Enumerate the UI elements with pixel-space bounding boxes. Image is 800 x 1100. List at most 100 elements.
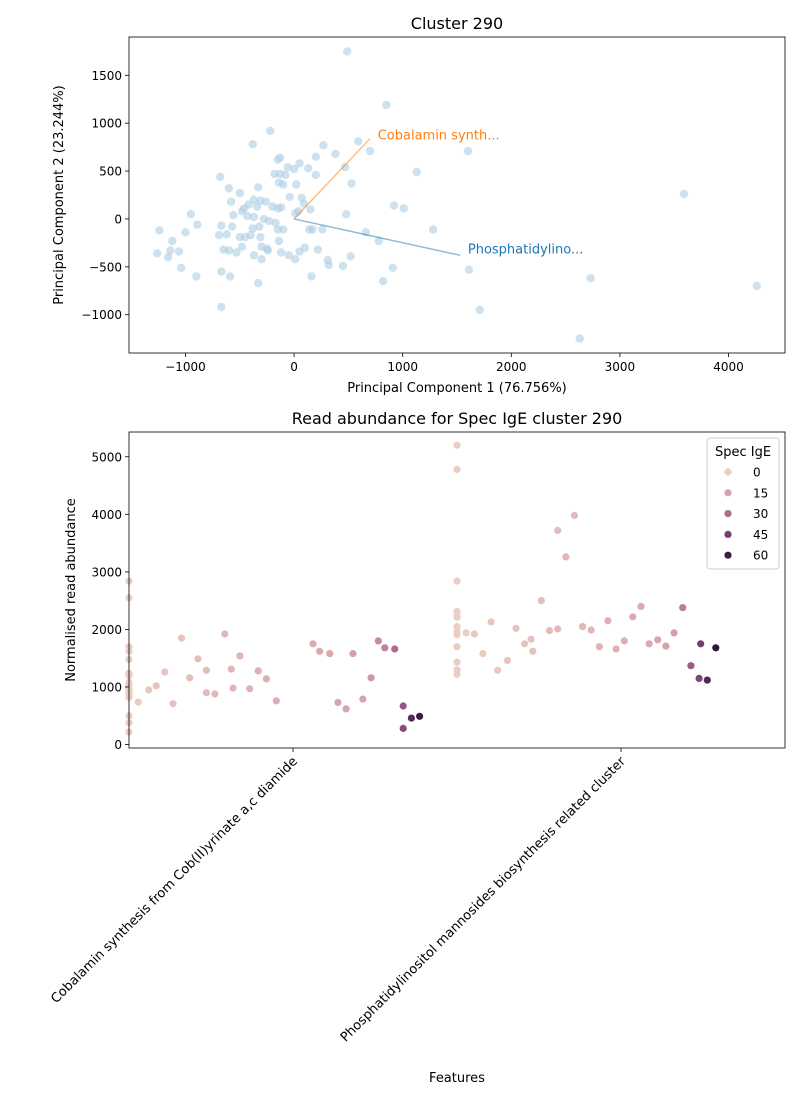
abundance-y-ticks: 0 1000 2000 3000 4000 5000 bbox=[91, 450, 129, 752]
pca-point bbox=[346, 252, 355, 261]
legend-marker bbox=[724, 489, 732, 497]
abundance-y-tick-label: 1000 bbox=[91, 680, 122, 694]
legend: Spec IgE 0 15 30 45 60 bbox=[706, 437, 780, 570]
abundance-point bbox=[554, 625, 562, 633]
pca-point bbox=[428, 225, 438, 234]
pca-point bbox=[575, 334, 584, 343]
pca-point bbox=[168, 236, 177, 246]
pca-point bbox=[291, 209, 300, 218]
abundance-point bbox=[479, 650, 487, 658]
abundance-point bbox=[453, 577, 461, 585]
pca-point bbox=[279, 225, 288, 234]
legend-items: 0 15 30 45 60 bbox=[724, 466, 768, 563]
pca-point bbox=[217, 221, 226, 230]
abundance-point bbox=[359, 695, 367, 703]
pca-point bbox=[311, 152, 320, 161]
abundance-point bbox=[367, 674, 375, 682]
abundance-y-tick-label: 4000 bbox=[91, 508, 122, 522]
pca-point bbox=[235, 232, 244, 242]
abundance-point bbox=[562, 553, 570, 561]
pca-point bbox=[181, 228, 190, 237]
abundance-point bbox=[169, 700, 177, 708]
pca-point bbox=[279, 180, 288, 189]
pca-point bbox=[274, 236, 284, 246]
pca-point bbox=[291, 255, 300, 264]
abundance-point bbox=[453, 658, 461, 666]
pca-point bbox=[176, 263, 186, 272]
pca-x-tick-label: 4000 bbox=[713, 360, 744, 374]
pca-point bbox=[192, 272, 201, 281]
pca-point bbox=[256, 232, 265, 242]
abundance-point bbox=[503, 656, 512, 665]
abundance-point bbox=[161, 668, 169, 676]
abundance-point bbox=[381, 644, 389, 652]
pca-point bbox=[163, 253, 173, 262]
pca-point bbox=[331, 149, 340, 158]
pca-point bbox=[343, 47, 352, 56]
pca-x-tick-label: −1000 bbox=[165, 360, 206, 374]
abundance-point bbox=[587, 626, 595, 634]
abundance-point bbox=[579, 623, 587, 631]
abundance-point bbox=[453, 670, 461, 678]
pca-point bbox=[389, 201, 399, 210]
pca-point bbox=[382, 100, 391, 110]
abundance-point bbox=[152, 682, 160, 690]
pca-point bbox=[752, 281, 761, 291]
legend-label: 15 bbox=[753, 486, 768, 500]
pca-point bbox=[270, 169, 279, 179]
abundance-y-axis-label: Normalised read abundance bbox=[64, 498, 79, 682]
pca-point bbox=[248, 224, 257, 233]
abundance-point bbox=[229, 684, 237, 692]
abundance-point bbox=[487, 618, 495, 626]
pca-point bbox=[306, 205, 315, 214]
pca-point bbox=[253, 202, 262, 211]
abundance-point bbox=[407, 714, 415, 722]
pca-y-ticks: −1000 −500 0 500 1000 1500 bbox=[81, 69, 129, 322]
pca-point bbox=[153, 249, 162, 258]
abundance-point bbox=[620, 637, 628, 645]
pca-y-tick-label: −500 bbox=[89, 260, 122, 274]
pca-y-tick-label: 1500 bbox=[91, 69, 122, 83]
pca-point bbox=[261, 197, 270, 206]
abundance-point bbox=[399, 702, 407, 710]
pca-point bbox=[338, 261, 348, 271]
pca-point bbox=[299, 199, 309, 208]
pca-point bbox=[276, 203, 286, 212]
abundance-point bbox=[374, 637, 382, 645]
abundance-point bbox=[462, 629, 470, 637]
pca-points bbox=[153, 47, 761, 343]
pca-point bbox=[237, 207, 247, 216]
pca-point bbox=[254, 278, 263, 288]
pca-point bbox=[292, 180, 301, 189]
pca-point bbox=[319, 141, 328, 150]
abundance-point bbox=[527, 635, 535, 643]
abundance-point bbox=[695, 674, 703, 683]
abundance-title: Read abundance for Spec IgE cluster 290 bbox=[292, 409, 623, 428]
abundance-y-tick-label: 2000 bbox=[91, 623, 122, 637]
pca-point bbox=[378, 277, 388, 286]
legend-marker bbox=[724, 509, 732, 518]
loading-label: Cobalamin synth... bbox=[378, 129, 500, 144]
abundance-point bbox=[309, 640, 317, 648]
legend-title: Spec IgE bbox=[715, 445, 771, 460]
pca-point bbox=[365, 146, 375, 156]
abundance-point bbox=[416, 712, 424, 720]
abundance-point bbox=[470, 630, 478, 638]
abundance-point bbox=[629, 613, 637, 621]
pca-point bbox=[249, 251, 259, 260]
abundance-point bbox=[316, 647, 324, 655]
pca-chart: Cluster 290 Cobalamin synth... Phosphatid… bbox=[52, 14, 786, 396]
abundance-point bbox=[537, 597, 545, 605]
pca-point bbox=[228, 222, 237, 231]
pca-point bbox=[295, 159, 304, 168]
pca-point bbox=[249, 212, 259, 222]
pca-point bbox=[255, 222, 264, 231]
abundance-point bbox=[194, 655, 202, 663]
pca-point bbox=[463, 146, 473, 156]
abundance-point bbox=[521, 640, 529, 648]
legend-label: 45 bbox=[753, 528, 768, 542]
pca-x-tick-label: 3000 bbox=[605, 360, 636, 374]
pca-point bbox=[412, 167, 421, 177]
abundance-point bbox=[687, 662, 695, 670]
abundance-point bbox=[349, 650, 357, 658]
